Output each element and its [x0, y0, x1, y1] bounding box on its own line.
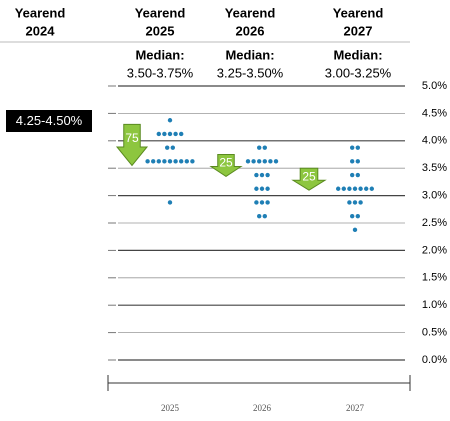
column-title: 2024	[26, 23, 56, 38]
dot	[265, 186, 270, 191]
dot	[355, 213, 360, 219]
dot	[350, 213, 355, 219]
cut-arrow	[115, 123, 149, 167]
dot	[352, 200, 358, 205]
dot	[262, 145, 267, 150]
dot	[347, 200, 352, 205]
dot	[254, 186, 259, 191]
dot	[173, 159, 178, 164]
current-rate-box	[6, 110, 92, 132]
column-title: Yearend	[15, 5, 66, 20]
dot	[165, 145, 170, 150]
dot	[350, 172, 355, 178]
dot	[347, 186, 352, 191]
x-tick-label: 2026	[253, 403, 272, 413]
y-tick-label: 4.0%	[422, 135, 447, 147]
dot	[355, 159, 360, 164]
dot	[355, 145, 360, 150]
dot	[341, 186, 346, 191]
column-title: 2027	[344, 23, 373, 38]
dot	[162, 159, 167, 164]
dot	[257, 145, 262, 150]
median-label: Median:	[333, 47, 382, 62]
dot	[350, 159, 355, 164]
cut-arrow	[209, 154, 243, 178]
dot	[179, 131, 184, 137]
dot	[151, 159, 156, 164]
dot	[262, 159, 267, 164]
dot	[190, 159, 195, 164]
current-rate: 4.25-4.50%	[16, 113, 83, 128]
dot	[167, 118, 173, 123]
median-range: 3.25-3.50%	[217, 65, 284, 80]
dot	[179, 159, 184, 164]
dot	[352, 186, 358, 191]
dot	[265, 172, 270, 178]
dot	[254, 172, 259, 178]
dot	[259, 186, 265, 191]
y-tick-label: 0.5%	[422, 327, 447, 339]
dot	[273, 159, 279, 164]
column-title: 2025	[146, 23, 175, 38]
dot	[352, 227, 358, 233]
dot	[184, 159, 189, 164]
dot	[257, 213, 262, 219]
median-label: Median:	[225, 47, 274, 62]
dot	[167, 200, 173, 205]
dot	[259, 172, 265, 178]
dot	[170, 145, 175, 150]
y-tick-label: 0.0%	[422, 354, 447, 366]
x-tick-label: 2027	[346, 403, 365, 413]
y-tick-label: 3.5%	[422, 162, 447, 174]
dot	[167, 131, 173, 137]
dot	[254, 200, 259, 205]
dot	[265, 200, 270, 205]
cut-label: 25	[219, 156, 233, 170]
dot	[350, 145, 355, 150]
dot	[262, 213, 267, 219]
dot	[268, 159, 273, 164]
dot	[162, 131, 167, 137]
y-tick-label: 2.5%	[422, 217, 447, 229]
cut-arrow	[291, 167, 327, 191]
cut-label: 25	[302, 169, 316, 183]
y-tick-label: 1.0%	[422, 299, 447, 311]
dot	[145, 159, 150, 164]
dot	[245, 159, 251, 164]
dot	[156, 131, 161, 137]
column-title: 2026	[236, 23, 265, 38]
median-range: 3.00-3.25%	[325, 65, 392, 80]
dot	[167, 159, 173, 164]
column-title: Yearend	[333, 5, 384, 20]
dot	[358, 186, 363, 191]
y-tick-label: 1.5%	[422, 272, 447, 284]
dot	[251, 159, 256, 164]
column-title: Yearend	[135, 5, 186, 20]
y-tick-label: 5.0%	[422, 80, 447, 92]
dot	[259, 200, 265, 205]
median-label: Median:	[135, 47, 184, 62]
dot	[355, 172, 360, 178]
column-title: Yearend	[225, 5, 276, 20]
y-tick-label: 4.5%	[422, 107, 447, 119]
dot	[336, 186, 341, 191]
dot	[369, 186, 374, 191]
median-range: 3.50-3.75%	[127, 65, 194, 80]
y-tick-label: 3.0%	[422, 190, 447, 202]
dot	[358, 200, 363, 205]
x-tick-label: 2025	[161, 403, 180, 413]
dot	[364, 186, 369, 191]
dot	[257, 159, 262, 164]
y-tick-label: 2.0%	[422, 244, 447, 256]
dot	[156, 159, 161, 164]
cut-label: 75	[125, 131, 139, 145]
dot	[173, 131, 178, 137]
